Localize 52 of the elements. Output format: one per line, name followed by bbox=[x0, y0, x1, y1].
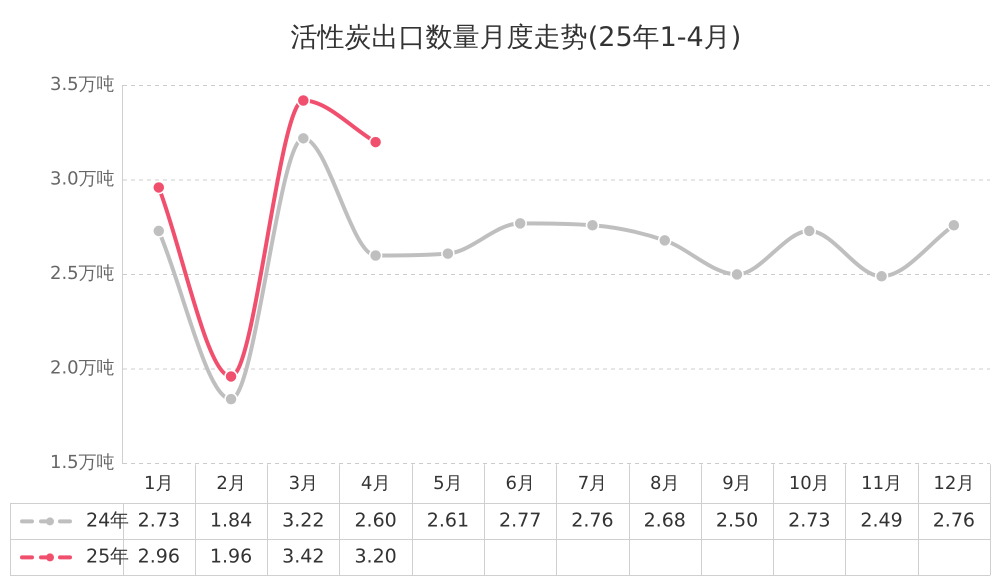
data-label: 2.77 bbox=[499, 509, 542, 532]
legend-label: 24年 bbox=[86, 509, 130, 532]
x-tick-label: 1月 bbox=[144, 472, 174, 494]
legend-label: 25年 bbox=[86, 545, 130, 568]
x-tick-label: 8月 bbox=[650, 472, 680, 494]
point bbox=[874, 270, 888, 284]
point bbox=[368, 248, 382, 262]
data-label: 2.49 bbox=[860, 509, 903, 532]
point bbox=[296, 94, 310, 108]
data-label: 3.42 bbox=[282, 545, 324, 568]
data-label: 2.76 bbox=[571, 509, 614, 532]
y-tick-label: 2.0万吨 bbox=[50, 358, 115, 379]
point bbox=[152, 224, 166, 238]
x-tick-label: 7月 bbox=[578, 472, 608, 494]
data-label: 3.22 bbox=[282, 509, 324, 532]
point bbox=[802, 224, 816, 238]
data-label: 1.96 bbox=[210, 545, 252, 568]
y-tick-label: 3.5万吨 bbox=[50, 74, 115, 96]
data-label: 2.73 bbox=[138, 509, 180, 532]
point bbox=[441, 246, 455, 260]
point bbox=[513, 216, 527, 230]
point bbox=[947, 218, 961, 232]
point bbox=[152, 180, 166, 194]
data-label: 2.96 bbox=[138, 545, 180, 568]
y-tick-label: 1.5万吨 bbox=[50, 452, 115, 474]
point bbox=[368, 135, 382, 149]
data-label: 2.61 bbox=[426, 509, 470, 532]
data-label: 3.20 bbox=[354, 545, 397, 568]
point bbox=[224, 392, 238, 406]
data-label: 1.84 bbox=[210, 509, 252, 532]
data-label: 2.50 bbox=[716, 509, 758, 532]
x-tick-label: 3月 bbox=[288, 472, 318, 494]
point bbox=[296, 132, 310, 146]
point bbox=[730, 268, 744, 282]
x-tick-label: 10月 bbox=[788, 472, 830, 494]
x-tick-label: 5月 bbox=[433, 472, 463, 494]
x-tick-label: 4月 bbox=[360, 472, 390, 494]
x-tick-label: 2月 bbox=[216, 472, 246, 494]
x-tick-label: 11月 bbox=[861, 472, 902, 494]
data-label: 2.68 bbox=[644, 509, 686, 532]
x-tick-label: 6月 bbox=[505, 472, 535, 494]
x-tick-label: 9月 bbox=[722, 472, 752, 494]
data-label: 2.73 bbox=[788, 509, 830, 532]
data-label: 2.60 bbox=[354, 509, 397, 532]
data-label: 2.76 bbox=[932, 509, 976, 532]
point bbox=[224, 370, 238, 384]
x-tick-label: 12月 bbox=[933, 472, 974, 494]
chart-title: 活性炭出口数量月度走势(25年1-4月) bbox=[290, 22, 742, 54]
point bbox=[586, 218, 600, 232]
y-tick-label: 2.5万吨 bbox=[50, 263, 115, 284]
y-tick-label: 3.0万吨 bbox=[50, 168, 115, 190]
point bbox=[658, 234, 672, 248]
